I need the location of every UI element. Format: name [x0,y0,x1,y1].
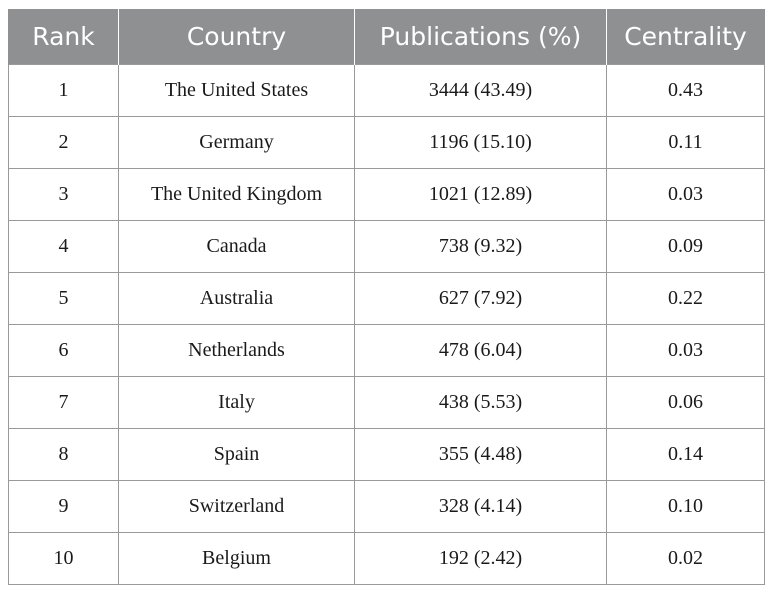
table-row: 7 Italy 438 (5.53) 0.06 [8,376,765,429]
cell-centrality: 0.03 [606,168,765,221]
cell-publications: 438 (5.53) [354,376,607,429]
cell-country: Switzerland [118,480,355,533]
cell-rank: 9 [8,480,119,533]
header-centrality: Centrality [606,9,765,65]
cell-publications: 627 (7.92) [354,272,607,325]
cell-country: Netherlands [118,324,355,377]
header-publications: Publications (%) [354,9,607,65]
cell-centrality: 0.03 [606,324,765,377]
cell-country: Australia [118,272,355,325]
table-body: 1 The United States 3444 (43.49) 0.43 2 … [8,64,765,585]
cell-country: Spain [118,428,355,481]
header-rank: Rank [8,9,119,65]
table-header: Rank Country Publications (%) Centrality [8,9,765,65]
cell-publications: 328 (4.14) [354,480,607,533]
cell-publications: 478 (6.04) [354,324,607,377]
cell-centrality: 0.09 [606,220,765,273]
cell-rank: 2 [8,116,119,169]
table-row: 8 Spain 355 (4.48) 0.14 [8,428,765,481]
cell-rank: 6 [8,324,119,377]
cell-publications: 738 (9.32) [354,220,607,273]
cell-rank: 3 [8,168,119,221]
cell-publications: 1196 (15.10) [354,116,607,169]
country-publications-table-container: Rank Country Publications (%) Centrality… [8,9,765,585]
cell-centrality: 0.11 [606,116,765,169]
table-row: 4 Canada 738 (9.32) 0.09 [8,220,765,273]
country-publications-table: Rank Country Publications (%) Centrality… [8,9,765,585]
cell-centrality: 0.06 [606,376,765,429]
cell-publications: 3444 (43.49) [354,64,607,117]
table-row: 10 Belgium 192 (2.42) 0.02 [8,532,765,585]
cell-country: The United States [118,64,355,117]
cell-publications: 192 (2.42) [354,532,607,585]
cell-rank: 8 [8,428,119,481]
table-row: 2 Germany 1196 (15.10) 0.11 [8,116,765,169]
table-row: 9 Switzerland 328 (4.14) 0.10 [8,480,765,533]
cell-centrality: 0.43 [606,64,765,117]
cell-centrality: 0.22 [606,272,765,325]
header-row: Rank Country Publications (%) Centrality [8,9,765,65]
table-row: 5 Australia 627 (7.92) 0.22 [8,272,765,325]
header-country: Country [118,9,355,65]
cell-rank: 4 [8,220,119,273]
cell-rank: 10 [8,532,119,585]
table-row: 3 The United Kingdom 1021 (12.89) 0.03 [8,168,765,221]
cell-publications: 355 (4.48) [354,428,607,481]
cell-rank: 5 [8,272,119,325]
cell-country: Belgium [118,532,355,585]
cell-centrality: 0.14 [606,428,765,481]
cell-centrality: 0.02 [606,532,765,585]
cell-centrality: 0.10 [606,480,765,533]
table-row: 1 The United States 3444 (43.49) 0.43 [8,64,765,117]
cell-country: Germany [118,116,355,169]
cell-rank: 7 [8,376,119,429]
table-row: 6 Netherlands 478 (6.04) 0.03 [8,324,765,377]
cell-publications: 1021 (12.89) [354,168,607,221]
cell-country: Canada [118,220,355,273]
cell-rank: 1 [8,64,119,117]
cell-country: Italy [118,376,355,429]
cell-country: The United Kingdom [118,168,355,221]
